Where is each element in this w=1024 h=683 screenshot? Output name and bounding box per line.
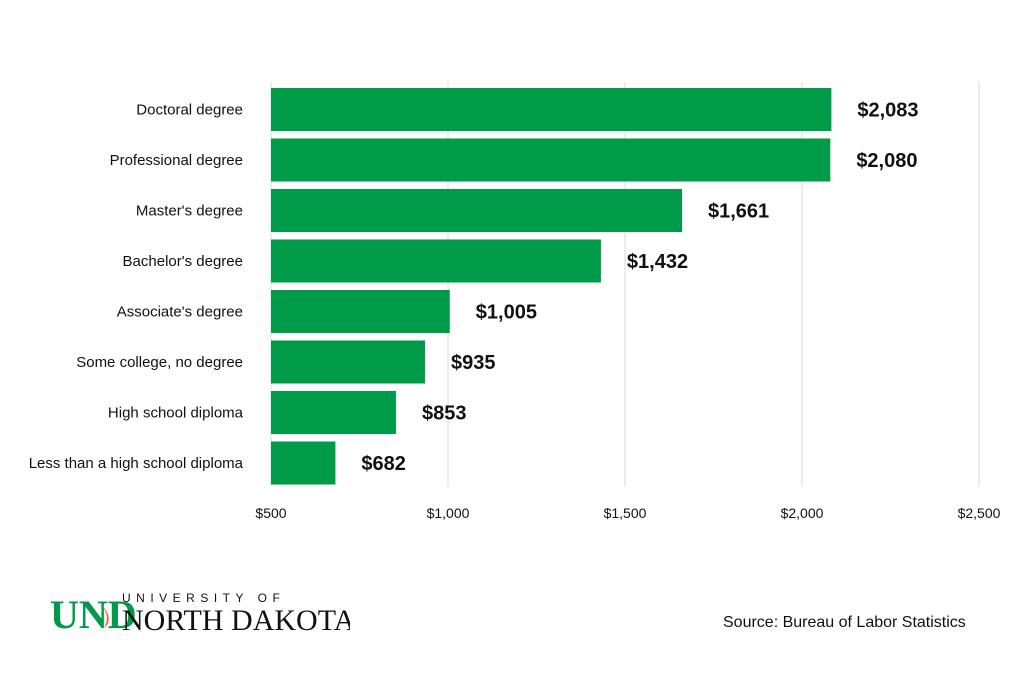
und-logo-mark: UND <box>50 592 137 632</box>
x-tick-label: $500 <box>255 505 286 521</box>
x-axis-tick-labels: $500 $1,000 $1,500 $2,000 $2,500 <box>255 505 1000 521</box>
bar <box>271 290 450 333</box>
value-label: $682 <box>361 453 406 475</box>
und-logo-line2: NORTH DAKOTA <box>122 604 350 632</box>
source-note: Source: Bureau of Labor Statistics <box>723 614 966 631</box>
value-label: $1,005 <box>476 302 537 324</box>
category-label: Doctoral degree <box>136 102 243 119</box>
x-tick-label: $1,500 <box>604 505 647 521</box>
category-label: Professional degree <box>110 152 243 169</box>
category-label: Associate's degree <box>117 304 243 321</box>
x-tick-label: $2,500 <box>958 505 1001 521</box>
bars <box>271 88 832 485</box>
und-logo: UND UNIVERSITY OF NORTH DAKOTA <box>50 591 350 632</box>
value-label: $853 <box>422 403 467 425</box>
category-label: High school diploma <box>108 405 244 422</box>
category-label: Master's degree <box>136 203 243 220</box>
value-label: $2,083 <box>857 100 918 122</box>
value-labels: $2,083 $2,080 $1,661 $1,432 $1,005 $935 $853 $6… <box>361 100 918 476</box>
bar <box>271 239 601 283</box>
value-label: $935 <box>451 352 496 374</box>
x-tick-label: $1,000 <box>427 505 470 521</box>
category-label: Some college, no degree <box>76 354 243 371</box>
value-label: $1,661 <box>708 201 769 223</box>
flame-icon <box>100 604 109 628</box>
category-labels: Doctoral degree Professional degree Master… <box>29 102 244 473</box>
category-label: Bachelor's degree <box>123 253 243 270</box>
bar <box>271 340 425 384</box>
bar-chart: Doctoral degree Professional degree Master… <box>29 82 1001 521</box>
bar <box>271 88 832 131</box>
bar <box>271 391 396 434</box>
bar <box>271 138 831 182</box>
category-label: Less than a high school diploma <box>29 455 244 472</box>
bar <box>271 189 682 232</box>
x-tick-label: $2,000 <box>781 505 824 521</box>
bar <box>271 441 336 485</box>
value-label: $2,080 <box>856 150 917 172</box>
und-logo-line1: UNIVERSITY OF <box>122 591 285 605</box>
value-label: $1,432 <box>627 251 688 273</box>
